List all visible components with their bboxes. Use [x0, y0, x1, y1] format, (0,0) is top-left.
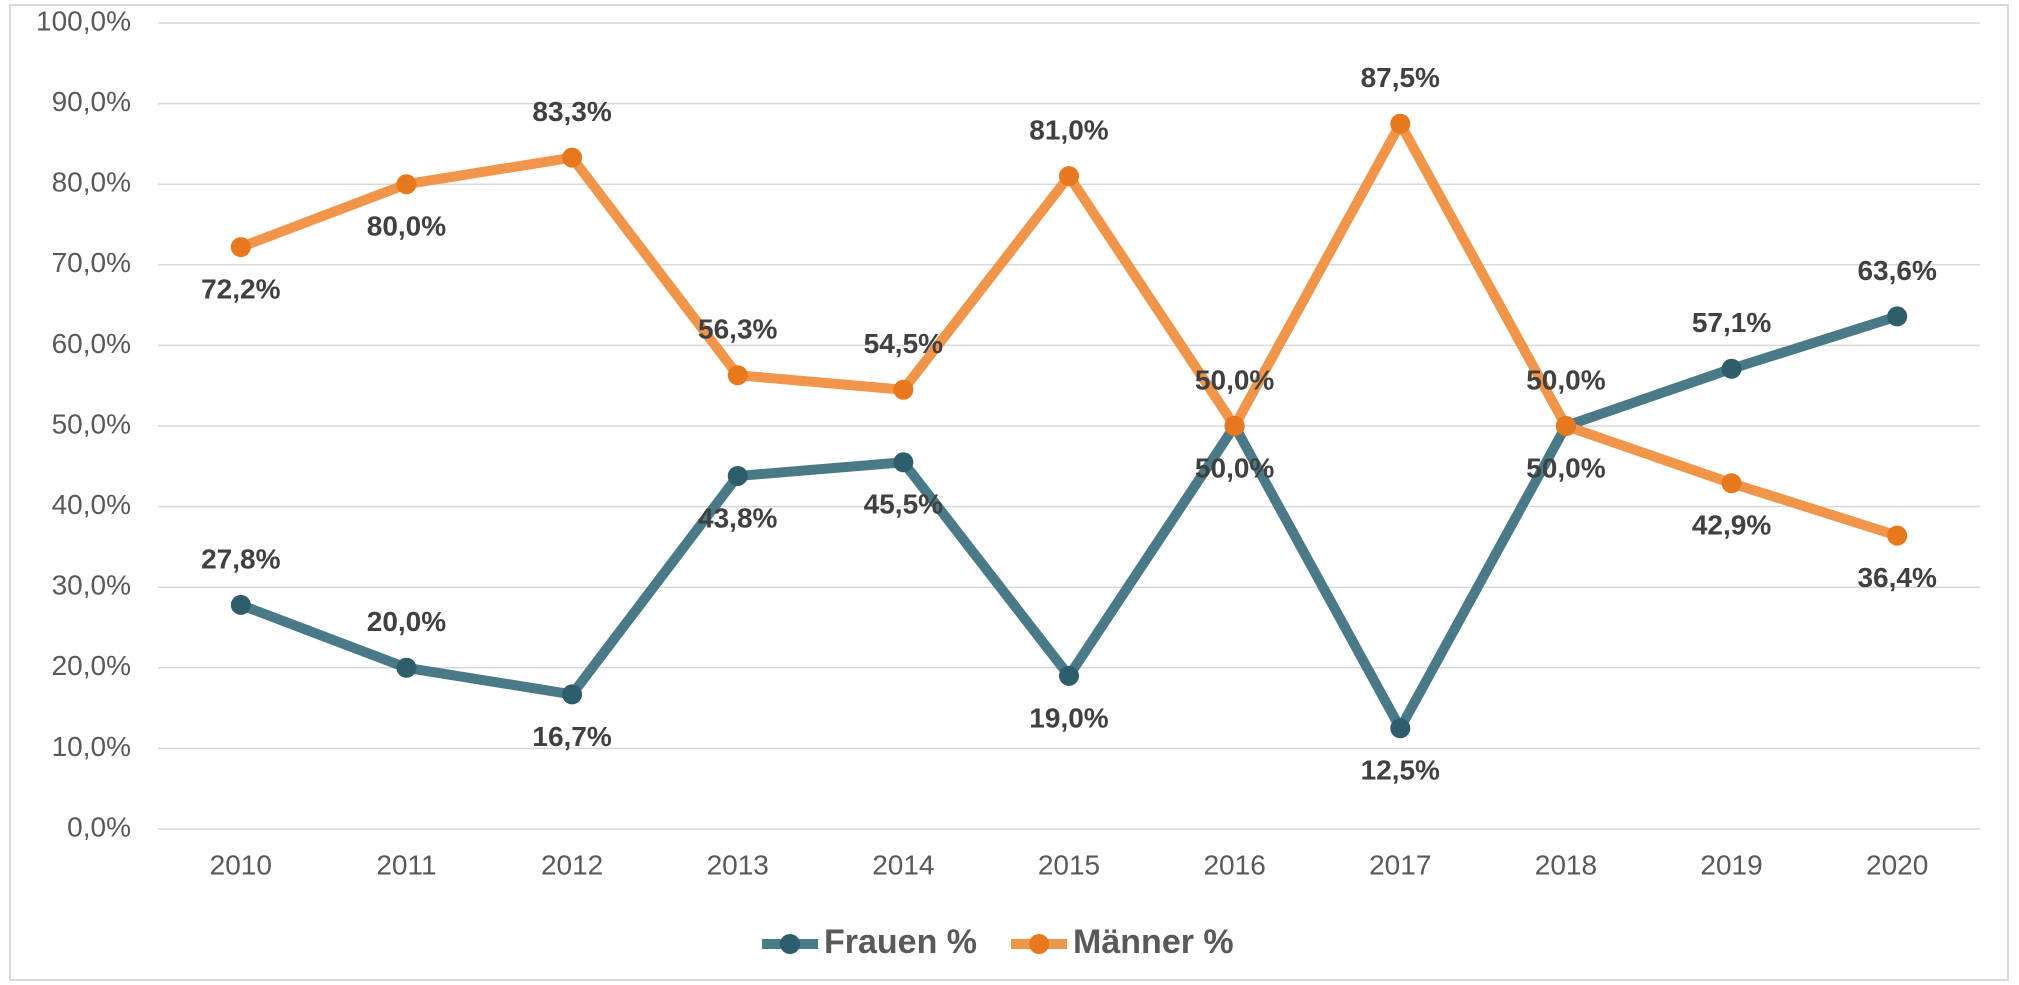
- data-label: 54,5%: [864, 328, 943, 359]
- x-tick-label: 2017: [1369, 849, 1431, 880]
- data-label: 72,2%: [201, 273, 280, 304]
- point: [1887, 306, 1908, 327]
- x-tick-label: 2019: [1700, 849, 1762, 880]
- data-label: 57,1%: [1692, 307, 1771, 338]
- legend-label: Männer %: [1073, 923, 1234, 961]
- x-tick-label: 2020: [1866, 849, 1928, 880]
- point: [727, 365, 748, 386]
- y-tick-label: 90,0%: [52, 86, 131, 117]
- y-tick-label: 50,0%: [52, 408, 131, 439]
- y-tick-label: 40,0%: [52, 489, 131, 520]
- x-tick-label: 2018: [1535, 849, 1597, 880]
- data-label: 19,0%: [1029, 702, 1108, 733]
- data-label: 50,0%: [1195, 364, 1274, 395]
- legend-label: Frauen %: [824, 923, 977, 961]
- point: [1555, 416, 1576, 436]
- x-tick-label: 2014: [872, 849, 934, 880]
- point: [1224, 416, 1245, 436]
- data-label: 50,0%: [1526, 452, 1605, 483]
- y-tick-label: 100,0%: [36, 5, 131, 36]
- point: [230, 594, 251, 615]
- point: [562, 684, 583, 705]
- y-tick-label: 30,0%: [52, 570, 131, 601]
- x-tick-label: 2010: [210, 849, 272, 880]
- data-label: 45,5%: [864, 489, 943, 520]
- chart-frame: [9, 4, 2009, 981]
- data-label: 20,0%: [367, 606, 446, 637]
- point: [1059, 665, 1079, 686]
- y-tick-label: 0,0%: [67, 811, 131, 842]
- point: [1721, 473, 1742, 494]
- data-label: 56,3%: [698, 314, 777, 345]
- data-label: 81,0%: [1029, 115, 1108, 146]
- data-label: 16,7%: [532, 721, 611, 752]
- y-tick-label: 20,0%: [52, 650, 131, 681]
- data-label: 43,8%: [698, 502, 777, 533]
- y-tick-label: 80,0%: [52, 167, 131, 198]
- point: [1390, 113, 1411, 134]
- data-label: 50,0%: [1526, 364, 1605, 395]
- point: [1887, 525, 1908, 546]
- point: [1390, 718, 1411, 739]
- data-label: 42,9%: [1692, 510, 1771, 541]
- legend-marker: [780, 934, 800, 954]
- point: [396, 174, 417, 195]
- point: [893, 452, 914, 473]
- y-tick-label: 10,0%: [52, 731, 131, 762]
- data-label: 50,0%: [1195, 452, 1274, 483]
- point: [562, 147, 583, 168]
- data-label: 80,0%: [367, 211, 446, 242]
- data-label: 12,5%: [1361, 755, 1440, 786]
- y-tick-label: 70,0%: [52, 247, 131, 278]
- x-tick-label: 2012: [541, 849, 603, 880]
- data-label: 63,6%: [1857, 255, 1936, 286]
- point: [727, 465, 748, 486]
- data-label: 36,4%: [1857, 562, 1936, 593]
- y-tick-label: 60,0%: [52, 328, 131, 359]
- legend-marker: [1029, 934, 1050, 954]
- point: [230, 237, 251, 258]
- x-tick-label: 2015: [1038, 849, 1100, 880]
- x-tick-label: 2011: [376, 849, 436, 880]
- point: [1721, 358, 1742, 379]
- x-tick-label: 2016: [1203, 849, 1265, 880]
- point: [1059, 166, 1079, 187]
- data-label: 27,8%: [201, 543, 280, 574]
- data-label: 87,5%: [1361, 62, 1440, 93]
- point: [396, 657, 417, 678]
- x-tick-label: 2013: [707, 849, 769, 880]
- data-label: 83,3%: [532, 96, 611, 127]
- point: [893, 379, 914, 400]
